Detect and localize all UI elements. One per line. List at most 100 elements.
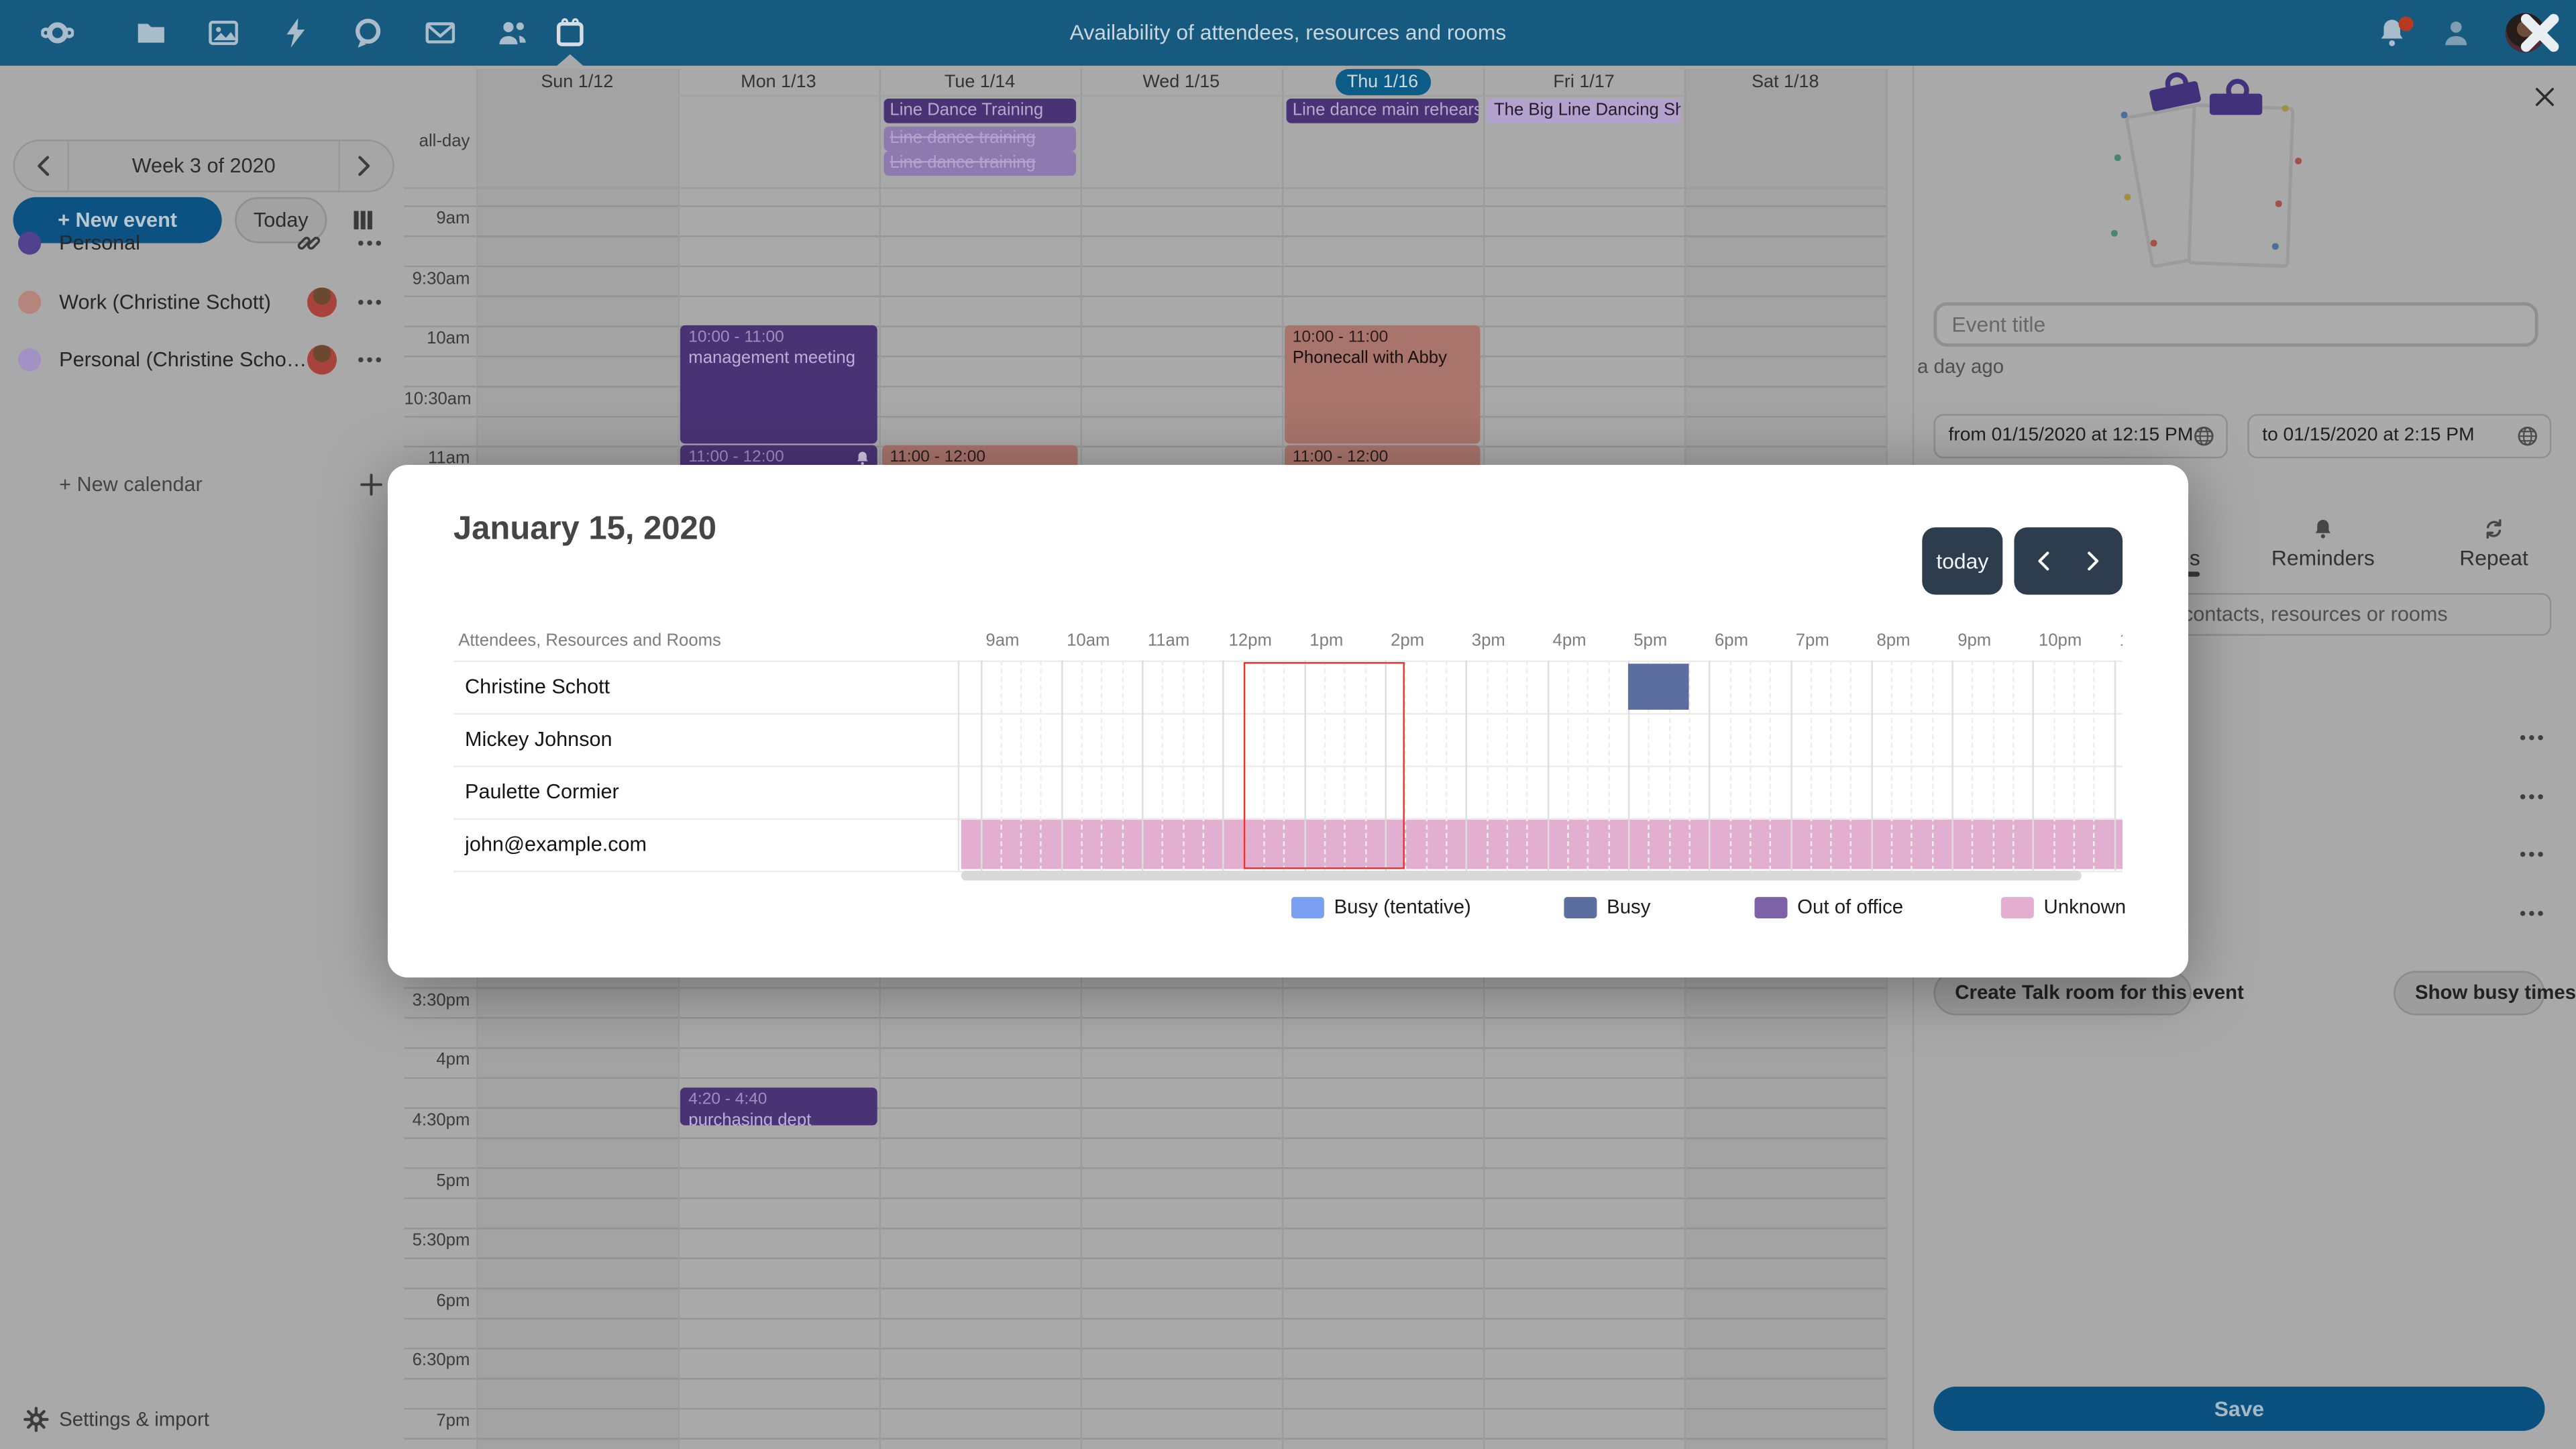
event-time: 11:00 - 12:00 [688, 449, 784, 468]
create-talk-room-button[interactable]: Create Talk room for this event [1933, 971, 2244, 1016]
legend-label: Busy [1607, 895, 1651, 918]
hour-gridline [1061, 660, 1063, 871]
all-day-event[interactable]: Line dance training [883, 151, 1077, 176]
hour-gridline [1303, 660, 1306, 871]
calendar-icon[interactable] [553, 16, 586, 49]
hour-gridline [1546, 660, 1549, 871]
attendee-menu-icon[interactable] [2517, 723, 2546, 753]
day-header-3[interactable]: Tue 1/14 [944, 72, 1016, 93]
event-title: purchasing dept [688, 1110, 812, 1125]
confetti-dot [2150, 239, 2157, 246]
week-switcher: Week 3 of 2020 [13, 140, 394, 193]
share-link-icon[interactable] [294, 228, 323, 258]
quarter-gridline [1040, 660, 1042, 871]
globe-icon[interactable] [2515, 424, 2540, 449]
new-event-button[interactable]: + New event [13, 197, 222, 244]
tab-repeat[interactable]: Repeat [2420, 517, 2567, 570]
column-divider [957, 660, 960, 871]
calendar-actions-menu-icon[interactable] [355, 228, 384, 258]
calendar-event[interactable]: 10:00 - 11:00 Phonecall with Abby [1284, 325, 1481, 443]
all-day-label: all-day [419, 131, 470, 152]
shared-by-avatar [307, 345, 337, 375]
all-day-event[interactable]: Line Dance Training [883, 98, 1077, 123]
confetti-dot [2282, 105, 2288, 111]
tab-label: Reminders [2271, 545, 2375, 570]
today-day-pill[interactable]: Thu 1/16 [1334, 68, 1430, 96]
all-day-event[interactable]: Line dance main rehearsal [1285, 98, 1479, 123]
to-datetime-field[interactable]: to 01/15/2020 at 2:15 PM [2247, 414, 2552, 459]
day-header-4[interactable]: Wed 1/15 [1142, 72, 1220, 93]
mail-icon[interactable] [424, 16, 457, 49]
quarter-gridline [2093, 660, 2096, 871]
day-header-7[interactable]: Sat 1/18 [1752, 72, 1819, 93]
quarter-gridline [2073, 660, 2076, 871]
globe-icon[interactable] [2192, 424, 2216, 449]
calendar-actions-menu-icon[interactable] [355, 345, 384, 374]
hour-tick-label: 8pm [1876, 631, 1911, 651]
attendee-menu-icon[interactable] [2517, 899, 2546, 928]
time-gutter-label: 9am [436, 209, 470, 229]
close-icon[interactable] [2532, 84, 2558, 110]
new-calendar-button[interactable]: + New calendar [59, 473, 203, 496]
calendar-list-item[interactable]: Work (Christine Schott) [0, 279, 404, 325]
event-title-input[interactable] [1933, 302, 2538, 347]
availability-modal: January 15, 2020 today Attendees, Resour… [387, 465, 2189, 978]
chevron-right-icon[interactable] [2080, 549, 2104, 574]
week-label[interactable]: Week 3 of 2020 [131, 154, 276, 178]
time-gutter-label: 5:30pm [412, 1230, 470, 1251]
day-header-2[interactable]: Mon 1/13 [741, 72, 816, 93]
attendee-name: Paulette Cormier [465, 780, 619, 804]
contacts-icon[interactable] [496, 16, 529, 49]
calendar-event[interactable]: 10:00 - 11:00 management meeting [680, 325, 877, 443]
quarter-gridline [1587, 660, 1589, 871]
quarter-gridline [1668, 660, 1670, 871]
photos-icon[interactable] [207, 16, 240, 49]
plus-icon[interactable] [356, 470, 386, 499]
talk-icon[interactable] [352, 16, 384, 49]
calendar-event[interactable]: 4:20 - 4:40 purchasing dept [680, 1087, 877, 1125]
quarter-gridline [1122, 660, 1124, 871]
unknown-availability-row [961, 820, 2123, 869]
next-week-button[interactable] [350, 153, 376, 179]
show-busy-times-button[interactable]: Show busy times [2394, 971, 2576, 1016]
quarter-gridline [1263, 660, 1265, 871]
tab-reminders[interactable]: Reminders [2249, 517, 2397, 570]
nextcloud-logo[interactable] [41, 16, 74, 49]
attendee-menu-icon[interactable] [2517, 782, 2546, 812]
quarter-gridline [1283, 660, 1286, 871]
time-gutter-label: 6:30pm [412, 1351, 470, 1371]
today-button[interactable]: Today [235, 197, 327, 244]
day-header-5[interactable]: Thu 1/16 [1282, 68, 1483, 96]
contacts-menu-icon[interactable] [2440, 16, 2473, 49]
hour-tick-label: 11pm [2120, 631, 2123, 650]
from-datetime-field[interactable]: from 01/15/2020 at 12:15 PM [1933, 414, 2228, 459]
chevron-left-icon[interactable] [2032, 549, 2057, 574]
selected-time-range[interactable] [1243, 661, 1405, 869]
quarter-gridline [1526, 660, 1529, 871]
day-header-1[interactable]: Sun 1/12 [541, 72, 614, 93]
settings-import-button[interactable]: Settings & import [0, 1397, 404, 1443]
hour-tick-label: 10am [1067, 631, 1110, 651]
calendar-color-dot [17, 348, 42, 372]
quarter-gridline [1972, 660, 1974, 871]
save-button[interactable]: Save [1933, 1386, 2545, 1432]
notifications-bell-icon[interactable] [2375, 16, 2408, 49]
all-day-event[interactable]: Line dance training [883, 125, 1077, 151]
attendee-menu-icon[interactable] [2517, 839, 2546, 869]
modal-today-button[interactable]: today [1922, 527, 2003, 595]
calendar-actions-menu-icon[interactable] [355, 288, 384, 317]
calendar-list-item[interactable]: Personal [0, 220, 404, 266]
hour-gridline [1142, 660, 1144, 871]
row-divider [453, 712, 2123, 715]
day-header-6[interactable]: Fri 1/17 [1553, 72, 1615, 93]
quarter-gridline [1931, 660, 1933, 871]
all-day-event[interactable]: The Big Line Dancing Show [1487, 98, 1681, 123]
activity-icon[interactable] [279, 16, 312, 49]
view-columns-icon[interactable] [348, 207, 378, 233]
previous-week-button[interactable] [32, 153, 58, 179]
files-icon[interactable] [135, 16, 168, 49]
calendar-list-item[interactable]: Personal (Christine Scho… [0, 337, 404, 383]
horizontal-scrollbar[interactable] [961, 870, 2082, 881]
hour-gridline [1951, 660, 1954, 871]
